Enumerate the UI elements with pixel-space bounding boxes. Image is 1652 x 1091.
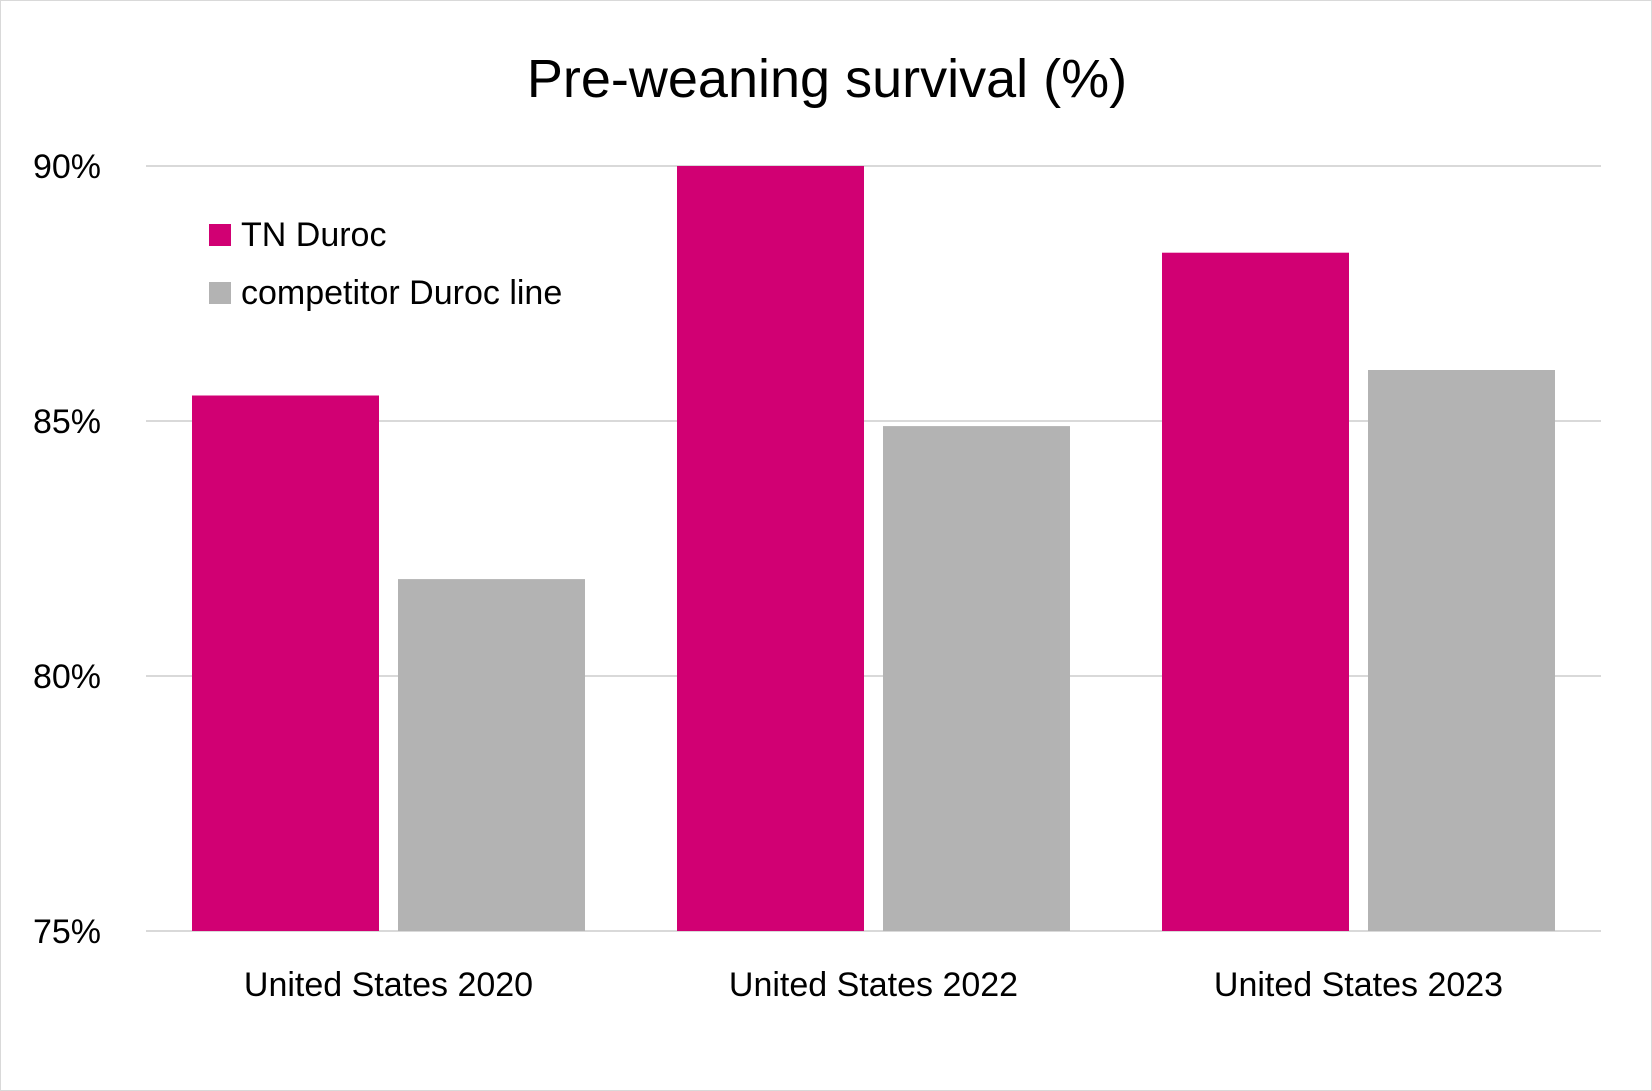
legend-label: competitor Duroc line (241, 274, 562, 312)
bar-competitor-duroc-line (1368, 370, 1555, 931)
legend-swatch (209, 282, 231, 304)
y-tick-label: 80% (33, 658, 101, 696)
y-tick-label: 85% (33, 403, 101, 441)
y-axis-tick-labels: 75% 80% 85% 90% (33, 148, 101, 951)
x-tick-label: United States 2020 (244, 966, 533, 1004)
chart-title: Pre-weaning survival (%) (527, 49, 1127, 109)
legend: TN Duroc competitor Duroc line (209, 216, 562, 312)
gridlines (146, 165, 1601, 932)
bars (192, 166, 1555, 931)
y-tick-label: 75% (33, 913, 101, 951)
bar-tn-duroc (677, 166, 864, 931)
y-tick-label: 90% (33, 148, 101, 186)
bar-tn-duroc (192, 395, 379, 931)
x-tick-label: United States 2022 (729, 966, 1018, 1004)
legend-label: TN Duroc (241, 216, 386, 254)
bar-competitor-duroc-line (398, 579, 585, 931)
x-tick-label: United States 2023 (1214, 966, 1503, 1004)
legend-swatch (209, 224, 231, 246)
bar-tn-duroc (1162, 252, 1349, 931)
x-axis-tick-labels: United States 2020 United States 2022 Unit… (244, 966, 1503, 1004)
bar-competitor-duroc-line (883, 426, 1070, 931)
